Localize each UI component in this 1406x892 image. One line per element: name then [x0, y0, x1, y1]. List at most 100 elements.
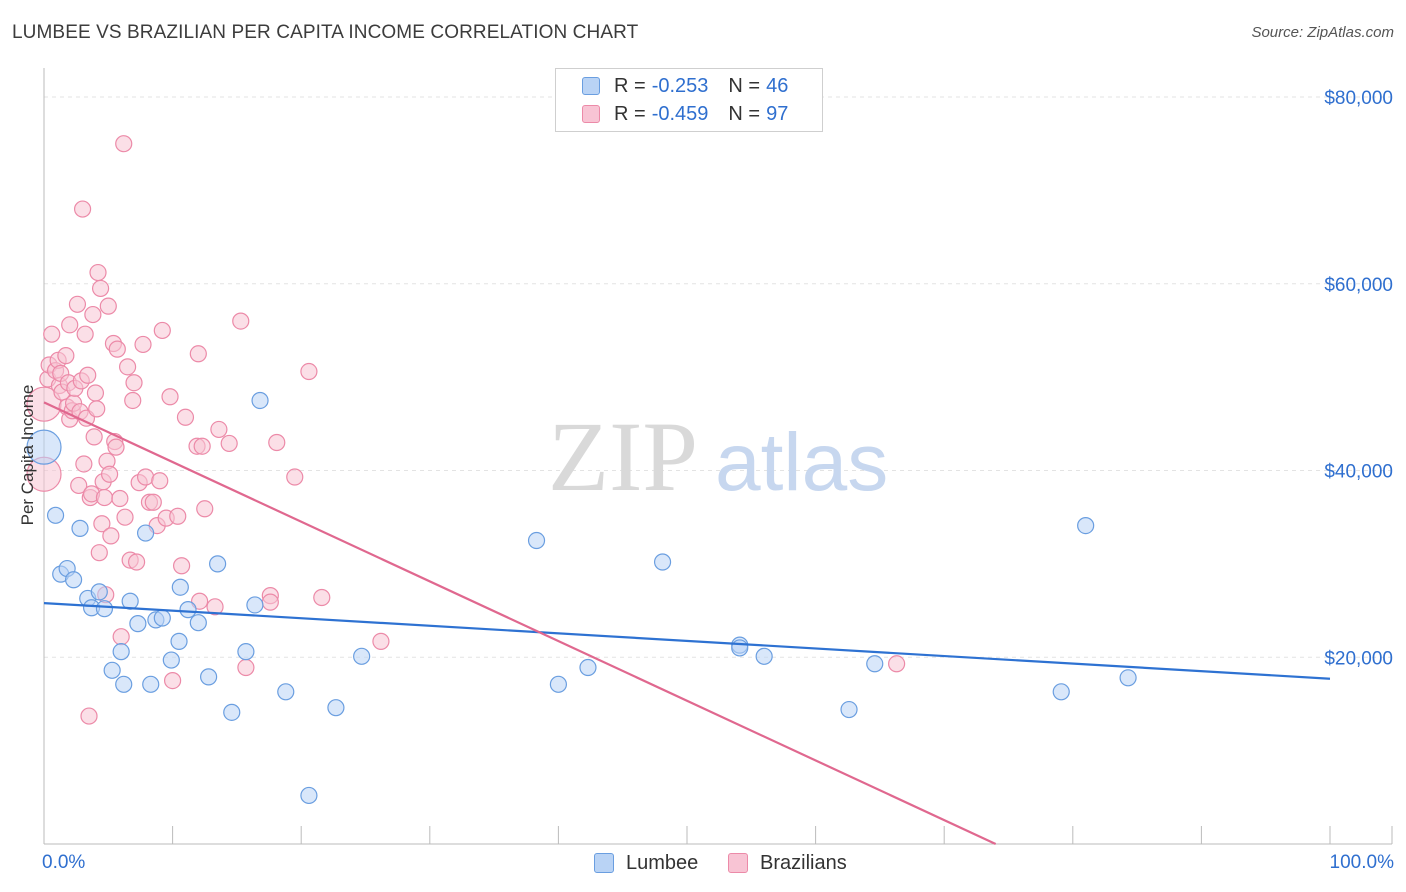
lumbee-point [162, 651, 180, 669]
brazilians-legend-swatch [728, 853, 748, 873]
brazilians-point [191, 592, 209, 610]
lumbee-point [153, 609, 171, 627]
brazilians-point [888, 655, 906, 673]
series-legend-brazilians: Brazilians [728, 851, 847, 875]
watermark-zip: ZIP [548, 401, 698, 512]
series-legend-lumbee: Lumbee [594, 851, 698, 875]
lumbee-point [112, 643, 130, 661]
legend-row-brazilians: R = -0.459 N = 97 [582, 103, 788, 125]
lumbee-point [300, 786, 318, 805]
brazilians-point [268, 433, 286, 452]
brazilians-point [102, 527, 120, 545]
lumbee-point [549, 675, 568, 693]
lumbee-point [142, 675, 160, 693]
lumbee-point [189, 614, 207, 632]
lumbee-point [251, 391, 269, 410]
grid-lines [44, 96, 1392, 658]
brazilians-point [115, 135, 133, 153]
lumbee-point [170, 632, 188, 650]
lumbee-point [90, 583, 108, 601]
brazilians-point [91, 279, 110, 298]
brazilians-point [99, 297, 117, 315]
legend-r-value: -0.459 [651, 102, 709, 125]
lumbee-point [171, 578, 189, 596]
brazilians-point [73, 200, 92, 218]
brazilians-swatch [582, 105, 600, 123]
brazilians-point [193, 437, 211, 455]
lumbee-point [46, 506, 65, 524]
brazilians-point [136, 468, 155, 486]
chart-title: LUMBEE VS BRAZILIAN PER CAPITA INCOME CO… [12, 22, 639, 43]
brazilians-legend-label: Brazilians [760, 851, 847, 874]
y-tick-label: $40,000 [1324, 462, 1393, 483]
lumbee-point [1077, 516, 1095, 535]
lumbee-point [327, 699, 345, 717]
brazilians-point [61, 316, 79, 334]
y-tick-label: $80,000 [1324, 88, 1393, 109]
brazilians-point [108, 340, 126, 358]
brazilians-point [100, 465, 119, 483]
lumbee-point [527, 531, 546, 550]
lumbee-point [755, 647, 773, 665]
lumbee-point [115, 675, 133, 693]
trend-lines [43, 401, 1331, 845]
lumbee-point [866, 655, 884, 673]
lumbee-point [64, 571, 83, 589]
brazilians-point [196, 500, 214, 518]
x-tick-min: 0.0% [42, 852, 86, 873]
brazilians-point [107, 438, 125, 456]
brazilians-point [151, 472, 169, 490]
legend-row-lumbee: R = -0.253 N = 46 [582, 75, 788, 97]
stats-legend: R = -0.253 N = 46 R = -0.459 N = 97 [555, 68, 823, 132]
brazilians-point [232, 312, 250, 330]
brazilians-point [134, 335, 152, 354]
lumbee-point [209, 555, 227, 573]
watermark: ZIP atlas [548, 401, 888, 512]
brazilians-point [206, 598, 224, 616]
brazilians-point [313, 588, 331, 607]
brazilians-point [372, 632, 390, 650]
brazilians-point [43, 325, 61, 343]
brazilians-point [70, 476, 88, 495]
brazilians-point [237, 658, 255, 677]
source-label: Source: ZipAtlas.com [1251, 24, 1394, 41]
legend-n-value: 97 [766, 102, 789, 125]
brazilians-point [80, 707, 98, 725]
legend-n-label: N = [728, 102, 761, 125]
lumbee-trend-line [43, 601, 1331, 680]
y-tick-label: $60,000 [1324, 275, 1393, 296]
lumbee-point [653, 553, 672, 571]
lumbee-point [1119, 669, 1137, 687]
brazilians-point [286, 468, 304, 486]
brazilians-point [88, 400, 106, 418]
lumbee-point [26, 429, 62, 465]
brazilians-point [300, 362, 318, 381]
brazilians-point [176, 408, 195, 426]
brazilians-point [89, 263, 107, 282]
lumbee-point [200, 668, 218, 686]
brazilians-point [68, 295, 87, 313]
brazilians-point [220, 434, 238, 453]
brazilians-point [173, 557, 191, 575]
legend-r-label: R = [614, 102, 646, 125]
lumbee-point [129, 615, 147, 633]
brazilians-point [118, 358, 137, 376]
y-tick-labels: $20,000 $40,000 $60,000 $80,000 [1324, 88, 1393, 669]
lumbee-point [223, 703, 241, 721]
brazilians-point [169, 507, 187, 525]
lumbee-point [71, 519, 89, 537]
brazilians-point [153, 321, 171, 340]
brazilians-point [90, 544, 108, 562]
brazilians-point [79, 366, 97, 384]
brazilians-point [261, 593, 279, 611]
brazilians-point [57, 347, 75, 365]
brazilians-point [85, 428, 103, 446]
lumbee-point [246, 596, 264, 614]
brazilians-point [144, 493, 162, 511]
brazilians-point [127, 553, 146, 571]
lumbee-point [179, 601, 197, 619]
brazilians-point [125, 374, 143, 392]
lumbee-point [95, 600, 114, 618]
brazilians-point [84, 305, 102, 324]
lumbee-point [136, 524, 155, 542]
